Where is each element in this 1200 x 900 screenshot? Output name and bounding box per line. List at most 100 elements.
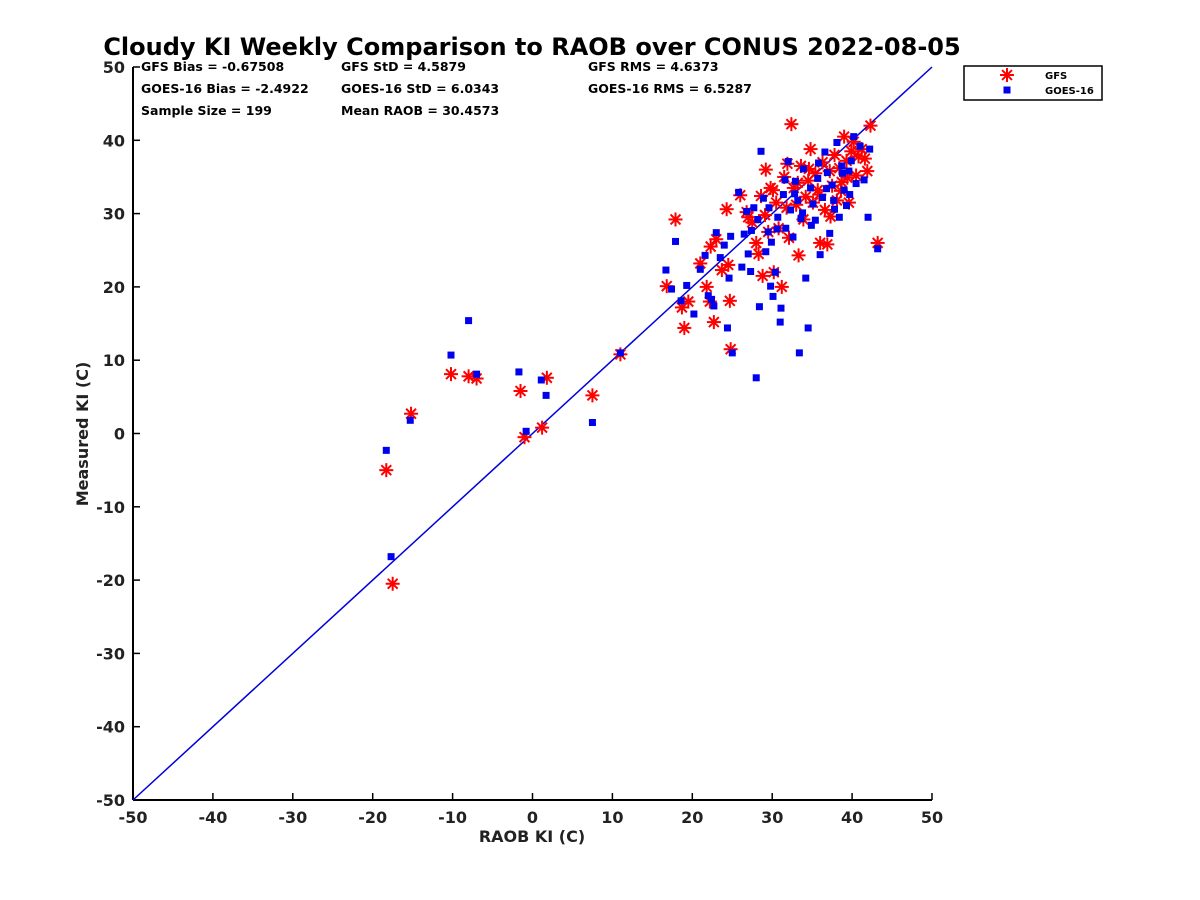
goes-16-point (838, 162, 846, 170)
gfs-point (758, 162, 773, 177)
stat-mean-raob: Mean RAOB = 30.4573 (341, 103, 499, 118)
goes-16-point (802, 274, 810, 282)
gfs-point (699, 279, 714, 294)
goes-16-point (843, 202, 851, 210)
legend-goes-16-label: GOES-16 (1045, 86, 1094, 97)
goes-16-point (799, 165, 807, 173)
goes-16-point (762, 248, 770, 256)
goes-16-point (465, 317, 473, 325)
goes-16-point (846, 191, 854, 199)
goes-16-point (826, 229, 834, 237)
goes-16-point (515, 368, 523, 376)
goes-16-point (777, 304, 785, 312)
goes-16-point (750, 204, 758, 212)
gfs-point (722, 293, 737, 308)
goes-16-point (794, 196, 802, 204)
goes-16-point (720, 241, 728, 249)
goes-16-point (814, 174, 822, 182)
x-tick-label: -10 (438, 808, 467, 827)
stat-gfs-bias: GFS Bias = -0.67508 (141, 59, 284, 74)
stat-gfs-rms: GFS RMS = 4.6373 (588, 59, 719, 74)
gfs-point (706, 315, 721, 330)
x-tick-label: 20 (681, 808, 703, 827)
goes-16-point (764, 228, 772, 236)
goes-16-point (781, 176, 789, 184)
goes-16-point (776, 318, 784, 326)
gfs-point (784, 117, 799, 132)
goes-16-point (696, 265, 704, 273)
x-tick-label: 50 (921, 808, 943, 827)
goes-16-point (727, 232, 735, 240)
goes-16-point (747, 268, 755, 276)
goes-16-point (701, 251, 709, 259)
goes-16-point (738, 263, 746, 271)
goes-16-point (668, 285, 676, 293)
goes-16-point (828, 181, 836, 189)
goes-16-point (406, 416, 414, 424)
goes-16-point (712, 229, 720, 237)
y-tick-label: 50 (103, 58, 125, 77)
goes-16-point (804, 324, 812, 332)
goes-16-point (740, 230, 748, 238)
x-axis-ticks: -50 -40 -30 -20 -10 0 10 20 30 40 50 (119, 793, 943, 827)
goes-16-point (716, 254, 724, 262)
goes-16-point (522, 427, 530, 435)
gfs-point (844, 144, 859, 159)
legend-goes-16-symbol (1003, 86, 1011, 94)
x-tick-label: -40 (198, 808, 227, 827)
goes-16-point (690, 310, 698, 318)
x-tick-label: 0 (527, 808, 538, 827)
gfs-point (857, 151, 872, 166)
goes-16-point (677, 297, 685, 305)
legend-gfs-symbol (1000, 68, 1014, 82)
goes-16-point (847, 157, 855, 165)
gfs-point (755, 268, 770, 283)
goes-16-point (809, 200, 817, 208)
gfs-point (803, 142, 818, 157)
gfs-point (820, 237, 835, 252)
goes-16-point (852, 180, 860, 188)
goes-16-point (860, 176, 868, 184)
stat-goes-std: GOES-16 StD = 6.0343 (341, 81, 499, 96)
y-tick-label: -20 (96, 571, 125, 590)
y-tick-label: -10 (96, 498, 125, 517)
goes-16-point (784, 158, 792, 166)
goes-16-point (866, 145, 874, 153)
goes-16-point (662, 266, 670, 274)
goes-16-point (754, 215, 762, 223)
gfs-point (837, 129, 852, 144)
stats-block: GFS Bias = -0.67508 GFS StD = 4.5879 GFS… (141, 59, 752, 118)
goes-16-point (683, 281, 691, 289)
x-tick-label: -20 (358, 808, 387, 827)
goes-16-point (725, 274, 733, 282)
goes-16-point (791, 177, 799, 185)
gfs-point (860, 164, 875, 179)
gfs-point (765, 183, 780, 198)
goes-16-point (728, 349, 736, 357)
goes-16-point (616, 349, 624, 357)
goes-16-point (830, 196, 838, 204)
goes-16-point (795, 349, 803, 357)
goes-16-point (874, 245, 882, 253)
goes-16-point (771, 268, 779, 276)
y-tick-label: 10 (103, 351, 125, 370)
plot-area: -50 -40 -30 -20 -10 0 10 20 30 40 50 50 40 30 20 10 0 -1… (96, 58, 943, 827)
goes-16-point (767, 282, 775, 290)
gfs-point (677, 320, 692, 335)
stat-goes-bias: GOES-16 Bias = -2.4922 (141, 81, 309, 96)
x-tick-label: 10 (601, 808, 623, 827)
goes-16-point (588, 419, 596, 427)
goes-16-point (864, 213, 872, 221)
goes-16-point (840, 186, 848, 194)
gfs-point (749, 235, 764, 250)
one-to-one-reference-line (132, 66, 933, 801)
gfs-point (719, 202, 734, 217)
goes-16-point (797, 215, 805, 223)
gfs-point (668, 212, 683, 227)
gfs-point (823, 209, 838, 224)
y-axis-label: Measured KI (C) (73, 362, 92, 507)
goes-16-point (789, 233, 797, 241)
goes-16-point (773, 225, 781, 233)
goes-16-point (743, 207, 751, 215)
